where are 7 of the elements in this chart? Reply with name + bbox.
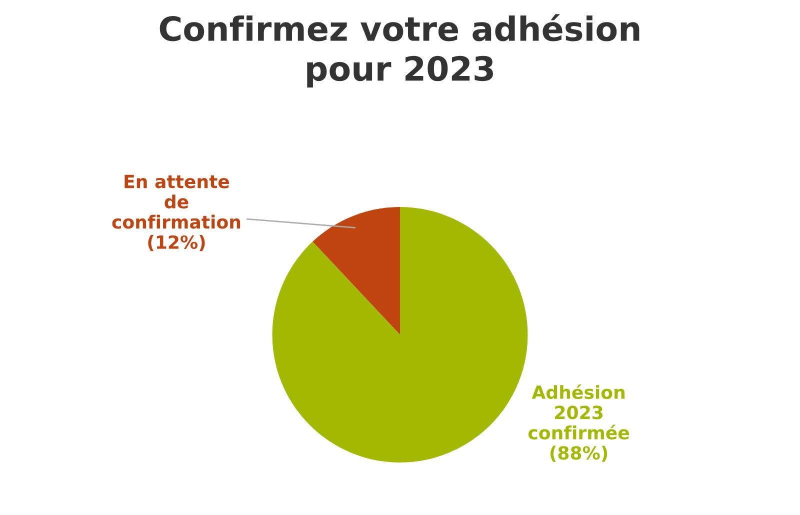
chart-title: Confirmez votre adhésion pour 2023 <box>160 14 640 88</box>
pie-slice <box>272 207 528 462</box>
data-label: (12%) <box>148 235 205 252</box>
data-label: (88%) <box>550 446 608 462</box>
slice-label: En attente de confirmation <box>112 174 240 229</box>
slice-label: Adhésion 2023 confirmée <box>528 384 630 440</box>
pie-slice <box>312 207 400 335</box>
